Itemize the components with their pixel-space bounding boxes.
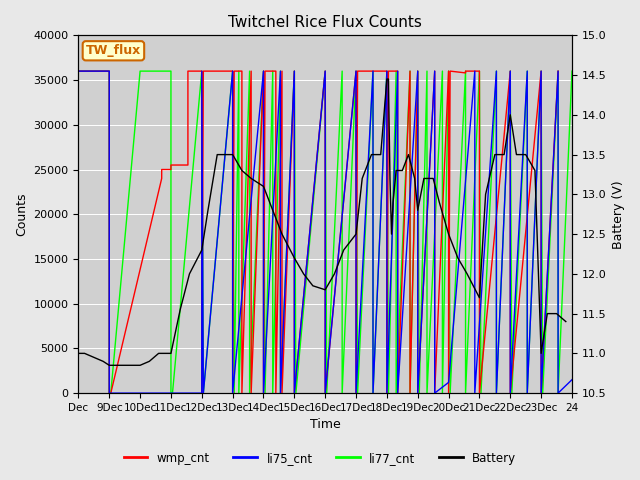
Y-axis label: Counts: Counts	[15, 192, 28, 236]
X-axis label: Time: Time	[310, 419, 340, 432]
Text: TW_flux: TW_flux	[86, 44, 141, 57]
Title: Twitchel Rice Flux Counts: Twitchel Rice Flux Counts	[228, 15, 422, 30]
Legend: wmp_cnt, li75_cnt, li77_cnt, Battery: wmp_cnt, li75_cnt, li77_cnt, Battery	[119, 447, 521, 469]
Y-axis label: Battery (V): Battery (V)	[612, 180, 625, 249]
